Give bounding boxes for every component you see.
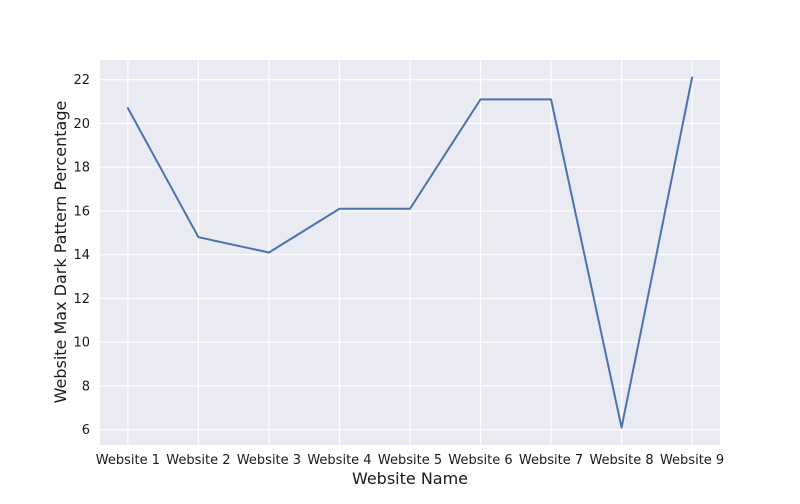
- y-tick-label: 22: [73, 73, 90, 88]
- x-tick-label: Website 4: [307, 453, 371, 468]
- y-tick-label: 6: [82, 423, 90, 438]
- x-tick-label: Website 3: [237, 453, 301, 468]
- x-axis-title: Website Name: [352, 469, 468, 488]
- y-tick-label: 12: [73, 292, 90, 307]
- x-tick-label: Website 7: [519, 453, 583, 468]
- y-axis-title: Website Max Dark Pattern Percentage: [51, 101, 70, 404]
- y-axis-ticks: 6 8 10 12 14 16 18 20 22: [73, 73, 90, 438]
- x-tick-label: Website 8: [589, 453, 653, 468]
- y-tick-label: 20: [73, 117, 90, 132]
- y-tick-label: 14: [73, 248, 90, 263]
- x-tick-label: Website 5: [378, 453, 442, 468]
- x-tick-label: Website 9: [660, 453, 724, 468]
- x-tick-label: Website 6: [448, 453, 512, 468]
- y-tick-label: 10: [73, 336, 90, 351]
- x-tick-label: Website 1: [96, 453, 160, 468]
- y-tick-label: 8: [82, 379, 90, 394]
- x-axis-ticks: Website 1 Website 2 Website 3 Website 4 Webs…: [96, 453, 724, 468]
- y-tick-label: 16: [73, 204, 90, 219]
- x-tick-label: Website 2: [166, 453, 230, 468]
- y-tick-label: 18: [73, 161, 90, 176]
